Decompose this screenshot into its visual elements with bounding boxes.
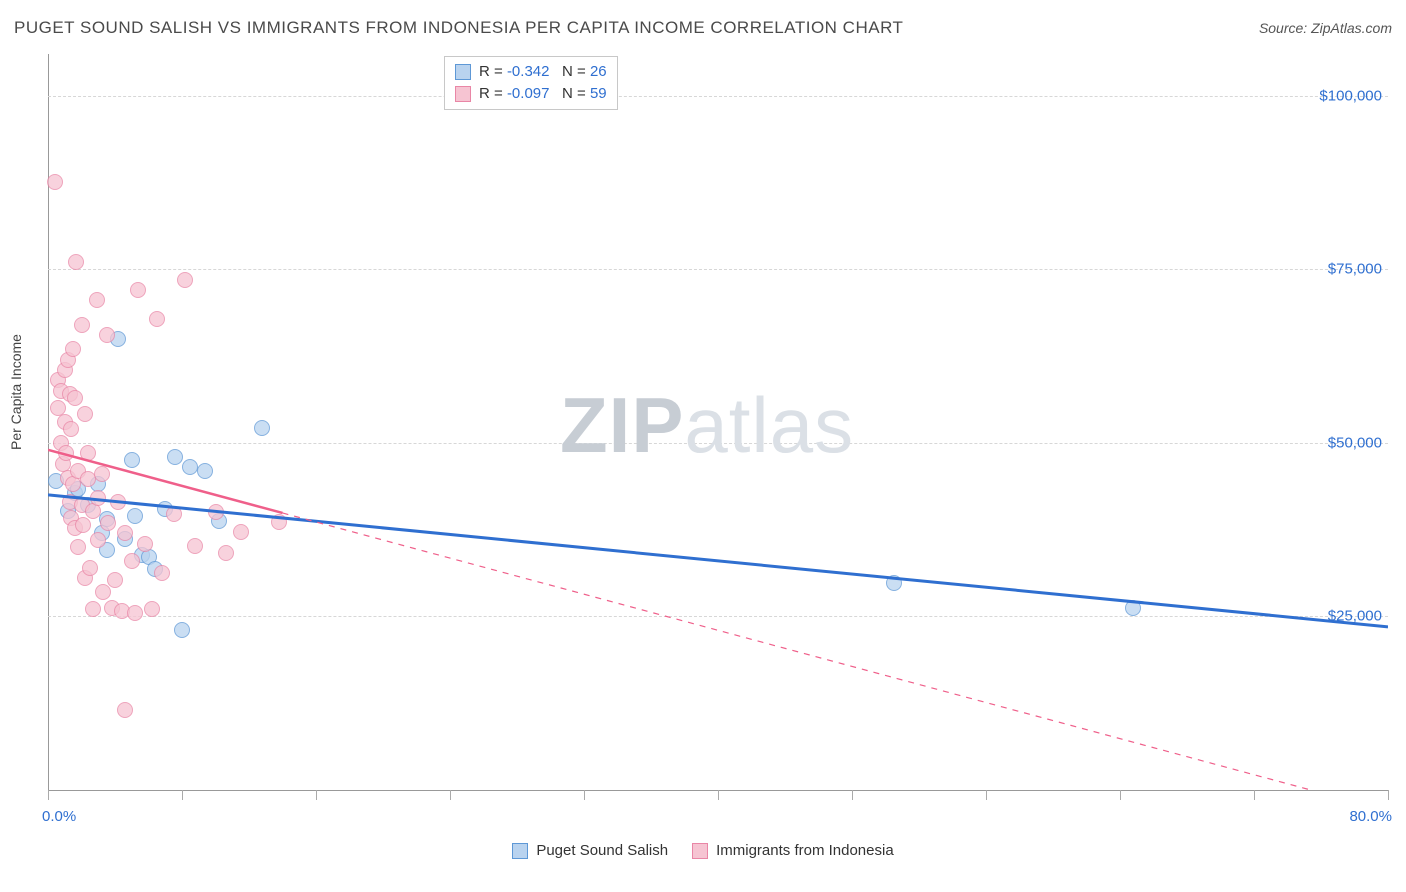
x-tick-mark xyxy=(852,790,853,800)
data-point-indonesia xyxy=(63,421,79,437)
x-tick-mark xyxy=(450,790,451,800)
series-legend: Puget Sound Salish Immigrants from Indone… xyxy=(0,842,1406,859)
data-point-salish xyxy=(1125,600,1141,616)
x-min-label: 0.0% xyxy=(42,808,76,825)
x-tick-mark xyxy=(1388,790,1389,800)
chart-title: PUGET SOUND SALISH VS IMMIGRANTS FROM IN… xyxy=(14,18,903,38)
data-point-indonesia xyxy=(95,584,111,600)
data-point-indonesia xyxy=(137,536,153,552)
data-point-indonesia xyxy=(80,445,96,461)
y-axis-label: Per Capita Income xyxy=(8,334,24,450)
data-point-indonesia xyxy=(90,490,106,506)
stats-text: R = -0.097 N = 59 xyxy=(479,83,607,105)
y-tick-label: $25,000 xyxy=(1328,608,1382,625)
data-point-indonesia xyxy=(177,272,193,288)
data-point-indonesia xyxy=(271,514,287,530)
data-point-indonesia xyxy=(58,445,74,461)
y-tick-label: $100,000 xyxy=(1319,87,1382,104)
data-point-indonesia xyxy=(68,254,84,270)
scatter-plot-area: $25,000$50,000$75,000$100,0000.0%80.0% xyxy=(48,54,1388,812)
data-point-salish xyxy=(127,508,143,524)
stats-row-indonesia: R = -0.097 N = 59 xyxy=(455,83,607,105)
data-point-indonesia xyxy=(65,476,81,492)
data-point-indonesia xyxy=(89,292,105,308)
legend-swatch-salish xyxy=(512,843,528,859)
data-point-indonesia xyxy=(99,327,115,343)
x-tick-mark xyxy=(316,790,317,800)
legend-label-salish: Puget Sound Salish xyxy=(536,842,668,859)
data-point-indonesia xyxy=(233,524,249,540)
legend-swatch-indonesia xyxy=(692,843,708,859)
x-tick-mark xyxy=(718,790,719,800)
data-point-indonesia xyxy=(149,311,165,327)
y-tick-label: $75,000 xyxy=(1328,261,1382,278)
data-point-salish xyxy=(886,575,902,591)
data-point-indonesia xyxy=(47,174,63,190)
data-point-indonesia xyxy=(166,506,182,522)
gridline xyxy=(48,443,1388,444)
source-name: ZipAtlas.com xyxy=(1311,20,1392,36)
data-point-indonesia xyxy=(124,553,140,569)
x-tick-mark xyxy=(1120,790,1121,800)
data-point-indonesia xyxy=(94,466,110,482)
data-point-indonesia xyxy=(77,406,93,422)
data-point-indonesia xyxy=(65,341,81,357)
y-tick-label: $50,000 xyxy=(1328,434,1382,451)
trendline-solid-salish xyxy=(48,495,1388,627)
chart-header: PUGET SOUND SALISH VS IMMIGRANTS FROM IN… xyxy=(14,18,1392,38)
data-point-indonesia xyxy=(75,517,91,533)
x-max-label: 80.0% xyxy=(1349,808,1392,825)
data-point-indonesia xyxy=(110,494,126,510)
gridline xyxy=(48,269,1388,270)
data-point-indonesia xyxy=(70,539,86,555)
data-point-salish xyxy=(197,463,213,479)
gridline xyxy=(48,96,1388,97)
x-tick-mark xyxy=(48,790,49,800)
legend-item-salish: Puget Sound Salish xyxy=(512,842,668,859)
data-point-indonesia xyxy=(117,525,133,541)
source-attribution: Source: ZipAtlas.com xyxy=(1259,20,1392,36)
data-point-salish xyxy=(174,622,190,638)
data-point-indonesia xyxy=(117,702,133,718)
source-prefix: Source: xyxy=(1259,20,1311,36)
swatch-indonesia xyxy=(455,86,471,102)
stats-row-salish: R = -0.342 N = 26 xyxy=(455,61,607,83)
data-point-indonesia xyxy=(130,282,146,298)
data-point-salish xyxy=(167,449,183,465)
data-point-salish xyxy=(182,459,198,475)
data-point-salish xyxy=(124,452,140,468)
x-tick-mark xyxy=(986,790,987,800)
data-point-indonesia xyxy=(208,504,224,520)
data-point-indonesia xyxy=(74,317,90,333)
data-point-indonesia xyxy=(100,515,116,531)
x-tick-mark xyxy=(584,790,585,800)
data-point-indonesia xyxy=(82,560,98,576)
gridline xyxy=(48,616,1388,617)
data-point-indonesia xyxy=(127,605,143,621)
data-point-indonesia xyxy=(144,601,160,617)
legend-label-indonesia: Immigrants from Indonesia xyxy=(716,842,894,859)
legend-item-indonesia: Immigrants from Indonesia xyxy=(692,842,894,859)
data-point-indonesia xyxy=(187,538,203,554)
data-point-indonesia xyxy=(90,532,106,548)
data-point-indonesia xyxy=(218,545,234,561)
swatch-salish xyxy=(455,64,471,80)
trend-lines xyxy=(48,54,1388,812)
x-tick-mark xyxy=(1254,790,1255,800)
data-point-indonesia xyxy=(107,572,123,588)
correlation-stats-legend: R = -0.342 N = 26R = -0.097 N = 59 xyxy=(444,56,618,110)
data-point-salish xyxy=(254,420,270,436)
data-point-indonesia xyxy=(154,565,170,581)
stats-text: R = -0.342 N = 26 xyxy=(479,61,607,83)
data-point-indonesia xyxy=(67,390,83,406)
x-tick-mark xyxy=(182,790,183,800)
data-point-indonesia xyxy=(85,601,101,617)
y-axis-line xyxy=(48,54,49,790)
trendline-dashed-indonesia xyxy=(283,513,1311,790)
